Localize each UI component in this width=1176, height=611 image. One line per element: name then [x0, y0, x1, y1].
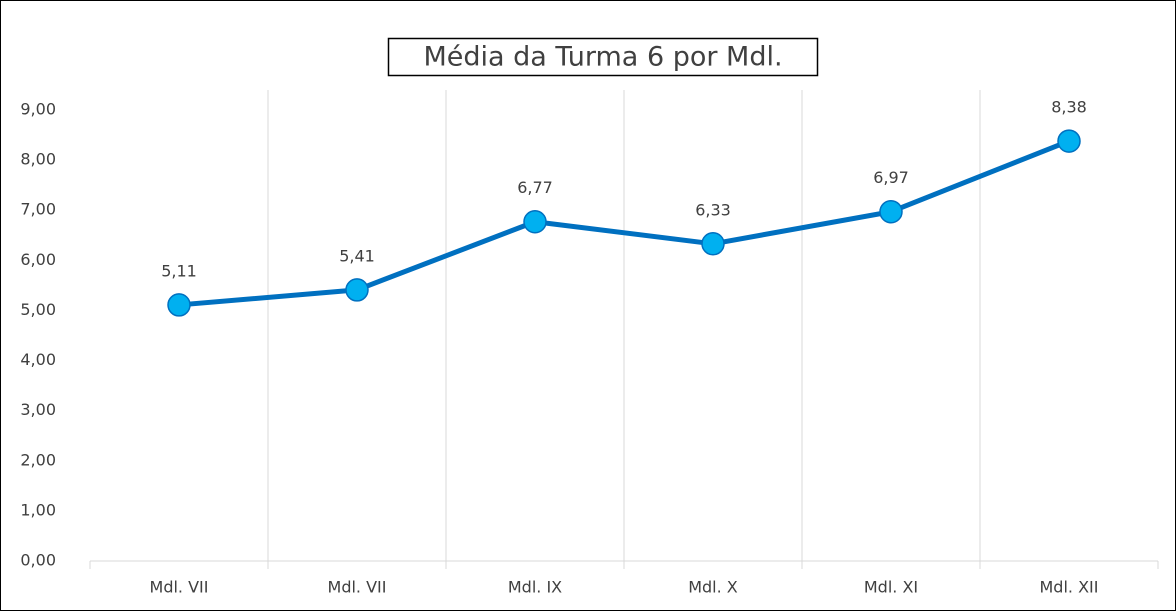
marker	[523, 209, 547, 234]
marker	[1057, 129, 1081, 153]
y-tick-label: 3,00	[20, 400, 56, 419]
x-tick-label: Mdl. X	[688, 578, 738, 597]
x-tick-label: Mdl. VII	[150, 578, 209, 597]
x-tick-label: Mdl. IX	[508, 578, 562, 597]
y-tick-label: 4,00	[20, 350, 56, 369]
y-tick-label: 8,00	[20, 150, 56, 169]
y-tick-label: 5,00	[20, 300, 56, 319]
chart-title: Média da Turma 6 por Mdl.	[423, 42, 782, 73]
series-line	[178, 138, 1070, 308]
marker	[167, 293, 191, 317]
data-label: 6,77	[517, 178, 553, 197]
y-tick-label: 2,00	[20, 450, 56, 469]
title-box	[387, 37, 819, 77]
x-tick-label: Mdl. VII	[328, 578, 387, 597]
marker	[345, 278, 369, 302]
data-label: 6,33	[695, 200, 731, 219]
x-tick-label: Mdl. XII	[1040, 578, 1099, 597]
data-label: 8,38	[1051, 98, 1087, 117]
y-tick-label: 0,00	[20, 551, 56, 570]
y-tick-label: 7,00	[20, 200, 56, 219]
marker	[701, 232, 725, 256]
data-label: 6,97	[873, 168, 909, 187]
data-label: 5,41	[339, 246, 375, 265]
data-label: 5,11	[161, 261, 197, 280]
y-tick-label: 9,00	[20, 100, 56, 119]
y-tick-label: 1,00	[20, 500, 56, 519]
y-tick-label: 6,00	[20, 250, 56, 269]
x-tick-label: Mdl. XI	[864, 578, 918, 597]
marker	[879, 199, 903, 224]
